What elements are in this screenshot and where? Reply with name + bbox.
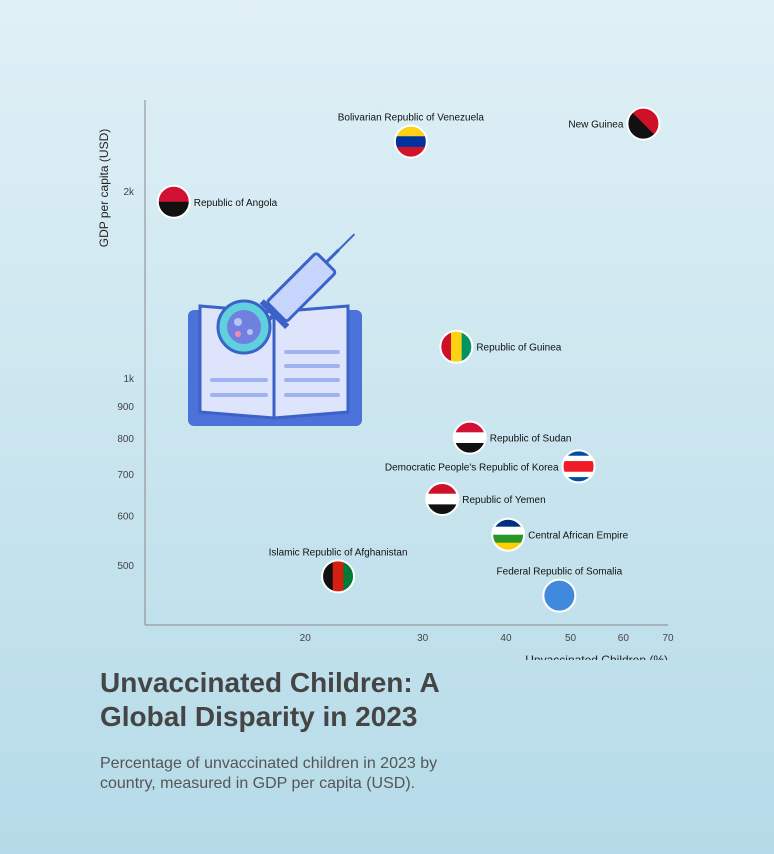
flag	[394, 125, 427, 158]
point-label: Republic of Angola	[194, 198, 278, 209]
x-axis-title: Unvaccinated Children (%)	[525, 653, 668, 660]
flag-part	[492, 542, 525, 551]
point-border	[156, 184, 191, 219]
point	[542, 578, 577, 613]
flag	[453, 421, 486, 454]
chart-subtitle: Percentage of unvaccinated children in 2…	[100, 755, 438, 792]
y-tick-label: 2k	[123, 187, 135, 198]
point-label: Federal Republic of Somalia	[497, 567, 623, 578]
flag-part	[426, 493, 459, 505]
flag-part	[322, 560, 334, 593]
point-border	[491, 517, 526, 552]
y-tick-label: 500	[117, 561, 134, 572]
x-tick-label: 40	[500, 633, 512, 644]
point-label: Bolivarian Republic of Venezuela	[338, 113, 485, 124]
flag-part	[332, 560, 344, 593]
flag-part	[157, 185, 190, 203]
point	[491, 517, 526, 552]
illustration	[188, 233, 362, 426]
flag	[322, 560, 355, 593]
point	[425, 482, 460, 517]
point-label: Democratic People's Republic of Korea	[385, 462, 559, 473]
flag-part	[450, 330, 463, 363]
point-border	[561, 449, 596, 484]
y-tick-label: 700	[117, 470, 134, 481]
flag-part	[453, 432, 486, 444]
flag-part	[562, 471, 595, 478]
point	[439, 329, 474, 364]
point-label: Republic of Yemen	[462, 495, 545, 506]
flag-part	[343, 560, 355, 593]
flag-part	[492, 526, 525, 536]
flag-part	[562, 477, 595, 483]
flag-part	[426, 504, 459, 516]
flag-part	[426, 483, 459, 495]
point-border	[439, 329, 474, 364]
y-tick-label: 600	[117, 512, 134, 523]
flag-part	[562, 455, 595, 462]
point-label: Republic of Sudan	[490, 434, 572, 445]
point-border	[321, 559, 356, 594]
point	[393, 124, 428, 159]
point-border	[452, 420, 487, 455]
point-border	[626, 106, 661, 141]
x-tick-label: 30	[417, 633, 429, 644]
flag	[157, 185, 190, 218]
x-tick-label: 60	[618, 633, 630, 644]
point	[561, 449, 596, 484]
point-label: Islamic Republic of Afghanistan	[269, 547, 408, 558]
flag-part	[492, 518, 525, 528]
flag-part	[461, 330, 473, 363]
point-label: Republic of Guinea	[476, 343, 561, 354]
flag-part	[157, 201, 190, 218]
y-tick-label: 800	[117, 434, 134, 445]
point-label: Central African Empire	[528, 531, 628, 542]
point-border	[542, 578, 577, 613]
y-axis-title: GDP per capita (USD)	[97, 129, 111, 247]
flag-part	[453, 421, 486, 433]
point-label: New Guinea	[568, 120, 623, 131]
chart: GDP per capita (USD) Unvaccinated Childr…	[97, 100, 674, 660]
flag-part	[394, 136, 427, 148]
x-tick-label: 70	[662, 633, 674, 644]
point	[321, 559, 356, 594]
flag-part	[492, 534, 525, 544]
flag-part	[562, 450, 595, 457]
point-border	[393, 124, 428, 159]
point	[626, 106, 661, 141]
chart-title: Unvaccinated Children: A Global Disparit…	[100, 667, 439, 732]
flag-part	[394, 125, 427, 137]
x-tick-label: 50	[565, 633, 577, 644]
flag-part	[453, 442, 486, 454]
flag-part	[440, 330, 452, 363]
x-tick-label: 20	[300, 633, 312, 644]
flag-part	[627, 107, 660, 140]
flag	[562, 450, 595, 483]
point-border	[425, 482, 460, 517]
flag-part	[394, 146, 427, 158]
y-tick-label: 900	[117, 402, 134, 413]
y-tick-label: 1k	[123, 374, 135, 385]
flag-part	[562, 466, 595, 473]
flag	[426, 483, 459, 516]
point	[452, 420, 487, 455]
flag	[440, 330, 473, 363]
flag	[492, 518, 525, 551]
flag-part	[562, 461, 595, 467]
point	[156, 184, 191, 219]
